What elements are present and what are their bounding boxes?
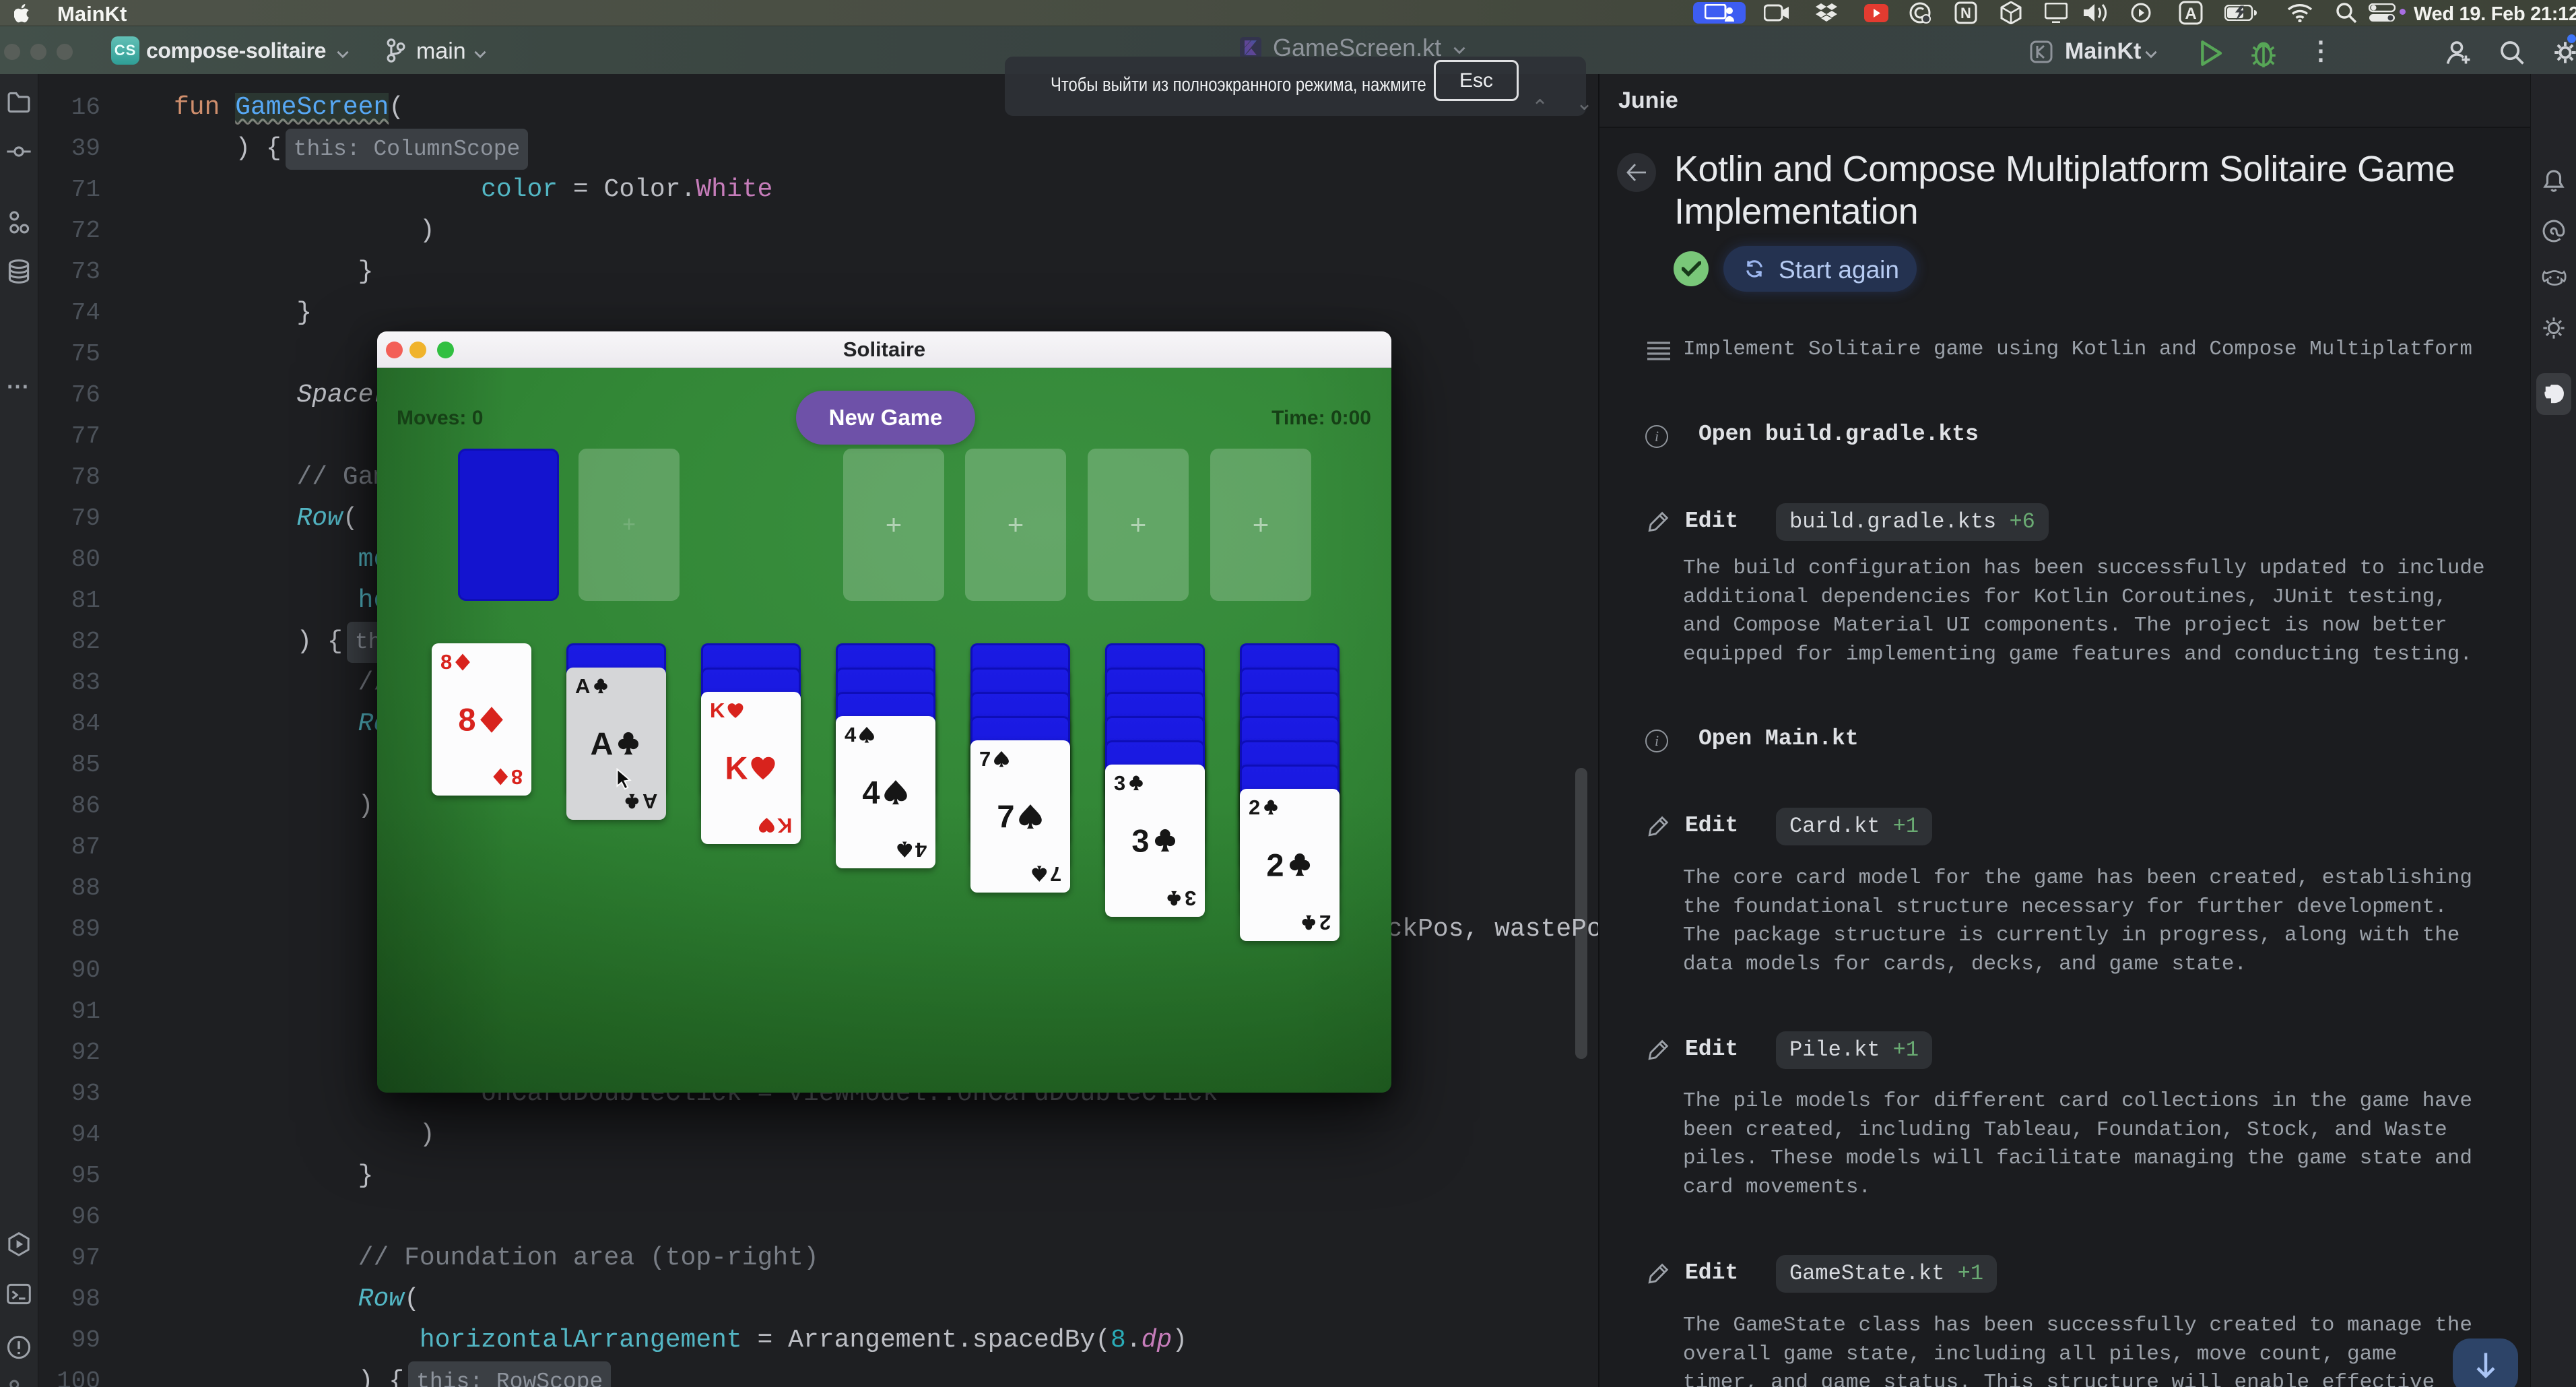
svg-text:N: N bbox=[1960, 5, 1971, 22]
svg-text:A: A bbox=[2185, 5, 2196, 23]
